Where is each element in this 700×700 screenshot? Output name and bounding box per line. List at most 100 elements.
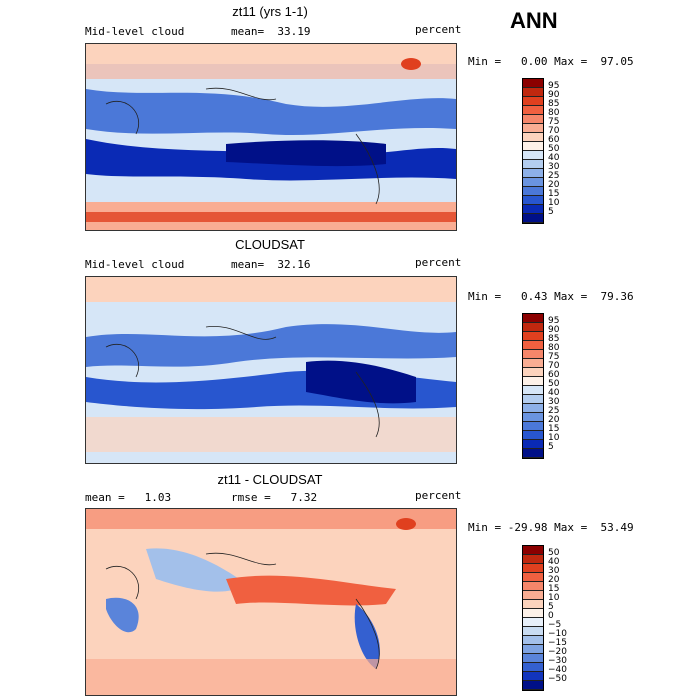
colorbar-swatch: [523, 440, 543, 449]
colorbar-swatch: [523, 359, 543, 368]
colorbar-tick-label: 85: [548, 99, 560, 109]
colorbar-tick-label: 30: [548, 162, 560, 172]
colorbar-tick-label: 80: [548, 343, 560, 353]
colorbar-tick-label: −30: [548, 656, 567, 666]
colorbar-swatch: [523, 627, 543, 636]
colorbar-swatch: [523, 609, 543, 618]
colorbar-tick-label: 20: [548, 415, 560, 425]
colorbar-swatch: [523, 332, 543, 341]
colorbar-swatch: [523, 654, 543, 663]
panel-3-map: [85, 508, 457, 696]
colorbar-tick-label: 10: [548, 433, 560, 443]
panel-2-colorbar: [522, 313, 544, 459]
colorbar-tick-label: 5: [548, 602, 554, 612]
panel-2-minmax: Min = 0.43 Max = 79.36: [468, 290, 634, 303]
colorbar-tick-label: 5: [548, 207, 554, 217]
colorbar-swatch: [523, 663, 543, 672]
colorbar-swatch: [523, 178, 543, 187]
colorbar-tick-label: −15: [548, 638, 567, 648]
colorbar-swatch: [523, 582, 543, 591]
colorbar-tick-label: 90: [548, 90, 560, 100]
colorbar-tick-label: 15: [548, 584, 560, 594]
colorbar-swatch: [523, 196, 543, 205]
colorbar-swatch: [523, 142, 543, 151]
colorbar-tick-label: 70: [548, 126, 560, 136]
colorbar-tick-label: 20: [548, 575, 560, 585]
panel-1-units: percent: [415, 23, 462, 36]
colorbar-swatch: [523, 88, 543, 97]
colorbar-tick-label: −40: [548, 665, 567, 675]
panel-2-title: CLOUDSAT: [235, 237, 305, 252]
colorbar-tick-label: 15: [548, 424, 560, 434]
colorbar-swatch: [523, 341, 543, 350]
colorbar-tick-label: 75: [548, 117, 560, 127]
colorbar-tick-label: 95: [548, 316, 560, 326]
colorbar-swatch: [523, 133, 543, 142]
colorbar-tick-label: 30: [548, 566, 560, 576]
colorbar-swatch: [523, 314, 543, 323]
colorbar-swatch: [523, 169, 543, 178]
colorbar-swatch: [523, 422, 543, 431]
colorbar-swatch: [523, 160, 543, 169]
colorbar-tick-label: 10: [548, 593, 560, 603]
panel-3-units: percent: [415, 489, 462, 502]
colorbar-swatch: [523, 573, 543, 582]
panel-1-minmax: Min = 0.00 Max = 97.05: [468, 55, 634, 68]
colorbar-swatch: [523, 151, 543, 160]
colorbar-swatch: [523, 368, 543, 377]
panel-3-rmse: rmse = 7.32: [231, 491, 318, 504]
colorbar-swatch: [523, 618, 543, 627]
colorbar-swatch: [523, 79, 543, 88]
colorbar-tick-label: 15: [548, 189, 560, 199]
colorbar-tick-label: 50: [548, 379, 560, 389]
colorbar-swatch: [523, 214, 543, 223]
colorbar-swatch: [523, 395, 543, 404]
panel-1-colorbar: [522, 78, 544, 224]
colorbar-swatch: [523, 97, 543, 106]
panel-3-colorbar: [522, 545, 544, 691]
colorbar-swatch: [523, 600, 543, 609]
colorbar-swatch: [523, 555, 543, 564]
colorbar-tick-label: 25: [548, 406, 560, 416]
panel-1-map: [85, 43, 457, 231]
panel-2-colorbar-labels: 95 90 85 80 75 70 60 50 40 30 25 20 15 10 5: [548, 317, 559, 452]
panel-1-mean: mean= 33.19: [231, 25, 311, 38]
colorbar-swatch: [523, 386, 543, 395]
panel-2-units: percent: [415, 256, 462, 269]
panel-2-left-label: Mid-level cloud: [85, 258, 185, 271]
colorbar-tick-label: −20: [548, 647, 567, 657]
colorbar-tick-label: 50: [548, 548, 560, 558]
colorbar-tick-label: 30: [548, 397, 560, 407]
colorbar-swatch: [523, 377, 543, 386]
colorbar-tick-label: −50: [548, 674, 567, 684]
season-label: ANN: [510, 8, 558, 33]
colorbar-tick-label: 85: [548, 334, 560, 344]
colorbar-tick-label: 90: [548, 325, 560, 335]
colorbar-tick-label: 20: [548, 180, 560, 190]
colorbar-swatch: [523, 350, 543, 359]
colorbar-swatch: [523, 645, 543, 654]
panel-3-title: zt11 - CLOUDSAT: [217, 472, 323, 487]
panel-1-left-label: Mid-level cloud: [85, 25, 185, 38]
colorbar-swatch: [523, 115, 543, 124]
colorbar-swatch: [523, 187, 543, 196]
colorbar-tick-label: 60: [548, 135, 560, 145]
panel-3-colorbar-labels: 50 40 30 20 15 10 5 0 −5 −10 −15 −20 −30 −40 −50: [548, 549, 567, 684]
colorbar-swatch: [523, 672, 543, 681]
colorbar-tick-label: 0: [548, 611, 554, 621]
colorbar-tick-label: 25: [548, 171, 560, 181]
colorbar-swatch: [523, 431, 543, 440]
colorbar-tick-label: 60: [548, 370, 560, 380]
colorbar-tick-label: 40: [548, 557, 560, 567]
colorbar-swatch: [523, 636, 543, 645]
colorbar-swatch: [523, 323, 543, 332]
panel-1-title: zt11 (yrs 1-1): [232, 4, 308, 19]
colorbar-swatch: [523, 413, 543, 422]
colorbar-tick-label: 5: [548, 442, 554, 452]
panel-2-map: [85, 276, 457, 464]
colorbar-swatch: [523, 546, 543, 555]
panel-3-minmax: Min = -29.98 Max = 53.49: [468, 521, 634, 534]
colorbar-swatch: [523, 106, 543, 115]
colorbar-tick-label: 40: [548, 153, 560, 163]
colorbar-swatch: [523, 449, 543, 458]
